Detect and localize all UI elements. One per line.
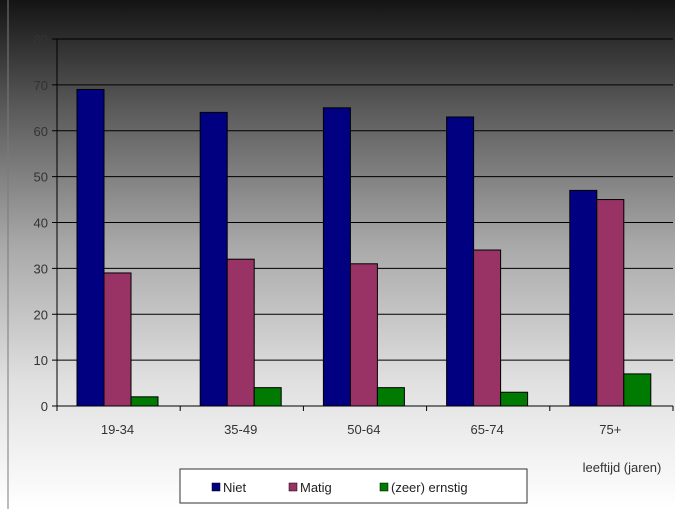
legend-label: Matig	[300, 480, 332, 495]
bar: (zeer) ernstig 50-64: 4	[376, 387, 405, 407]
x-axis-label: leeftijd (jaren)	[583, 460, 662, 475]
x-tick-label: 35-49	[224, 422, 257, 437]
y-tick-label: 20	[34, 307, 48, 322]
y-tick-label: 0	[41, 399, 48, 414]
y-tick-label: 30	[34, 261, 48, 276]
bar: (zeer) ernstig 75+: 7	[623, 373, 652, 407]
y-tick-label: 10	[34, 353, 48, 368]
y-tick-label: 70	[34, 78, 48, 93]
legend: Niet Matig (zeer) ernstig	[179, 468, 528, 504]
legend-swatch	[379, 482, 389, 492]
axes	[56, 39, 673, 407]
legend-box	[179, 468, 528, 504]
bar: Niet 75+: 47	[569, 189, 598, 407]
x-tick-label: 50-64	[347, 422, 380, 437]
bar: Matig 35-49: 32	[226, 258, 255, 407]
legend-swatch	[211, 482, 221, 492]
legend-label: Niet	[223, 480, 247, 495]
y-tick-label: 80	[34, 32, 48, 47]
legend-label: (zeer) ernstig	[391, 480, 468, 495]
bar: Matig 75+: 45	[596, 199, 625, 407]
legend-items: Niet Matig (zeer) ernstig	[211, 480, 468, 495]
y-tick-label: 50	[34, 170, 48, 185]
bar: Niet 19-34: 69	[76, 88, 105, 407]
bar: Matig 19-34: 29	[103, 272, 132, 407]
bar: (zeer) ernstig 35-49: 4	[253, 387, 282, 407]
x-axis-ticks: 19-34 35-49 50-64 65-74 75+	[56, 406, 674, 437]
bar: (zeer) ernstig 19-34: 2	[130, 396, 159, 407]
y-tick-label: 40	[34, 216, 48, 231]
x-tick-label: 75+	[599, 422, 621, 437]
x-tick-label: 65-74	[470, 422, 503, 437]
bar: Matig 50-64: 31	[349, 263, 378, 407]
bar: Niet 35-49: 64	[199, 111, 228, 407]
bar: Matig 65-74: 34	[473, 249, 502, 407]
legend-swatch	[288, 482, 298, 492]
bar: (zeer) ernstig 65-74: 3	[500, 391, 529, 407]
y-tick-label: 60	[34, 124, 48, 139]
bar: Niet 50-64: 65	[322, 107, 351, 407]
y-axis-ticks: 0 10 20 30 40 50 60 70 80	[34, 32, 57, 414]
bar: Niet 65-74: 63	[446, 116, 475, 407]
x-tick-label: 19-34	[101, 422, 134, 437]
